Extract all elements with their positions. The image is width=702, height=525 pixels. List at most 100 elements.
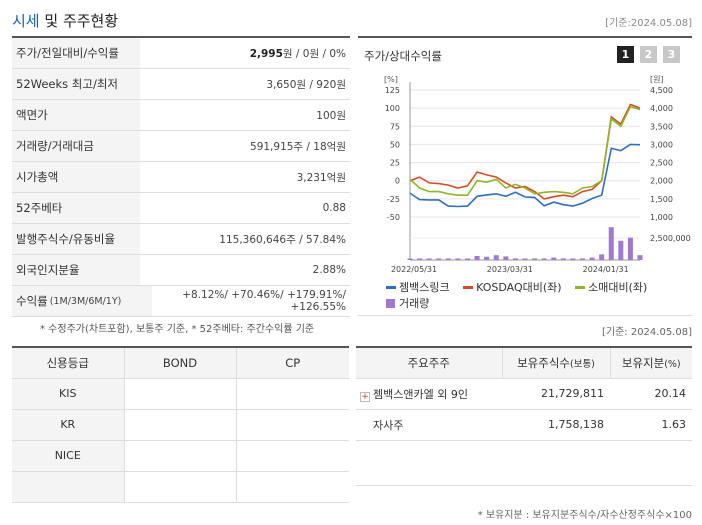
legend-item-volume[interactable]: 거래량	[386, 296, 429, 312]
volume-bar	[599, 254, 605, 260]
reference-date: [기준:2024.05.08]	[605, 18, 692, 29]
credit-cp	[235, 378, 349, 410]
quote-row: 외국인지분율 2.88%	[12, 255, 350, 286]
section-header: 시세 및 주주현황 [기준:2024.05.08]	[12, 8, 692, 32]
quote-label: 시가총액	[12, 162, 140, 192]
left-tick-label: 25	[390, 159, 400, 168]
volume-bar	[417, 258, 423, 260]
volume-bar	[560, 258, 566, 260]
holder-name-text: 자사주	[373, 418, 404, 432]
chart-title: 주가/상대수익률	[364, 49, 442, 63]
quote-label: 외국인지분율	[12, 255, 140, 285]
right-tick-label: 2,500	[650, 159, 673, 168]
credit-rating-table: 신용등급 BOND CP KIS KR NICE	[12, 346, 349, 503]
legend-swatch	[386, 286, 396, 289]
col-header-rating: 신용등급	[12, 347, 124, 379]
quote-value-rest: 2.88%	[312, 264, 346, 276]
left-tick-label: 100	[385, 104, 400, 113]
volume-bar	[570, 258, 576, 260]
chart-pager: 1 2 3	[617, 46, 680, 63]
quote-value-rest: 0.88	[322, 202, 346, 214]
quote-label: 발행주식수/유동비율	[12, 224, 140, 254]
credit-bond	[123, 409, 236, 441]
holder-name: + 젬백스앤카엘 외 9인	[356, 378, 502, 410]
legend-item-stock[interactable]: 젬백스링크	[386, 280, 450, 296]
left-tick-label: 75	[390, 122, 400, 131]
volume-bar	[608, 227, 614, 260]
legend-swatch	[575, 286, 586, 289]
credit-agency: KIS	[12, 378, 124, 410]
legend-item-retail[interactable]: 소매대비(좌)	[575, 280, 647, 296]
col-header-shares: 보유주식수(보통)	[501, 347, 610, 379]
volume-bar	[532, 258, 538, 260]
right-tick-label: 4,500	[650, 86, 673, 95]
quote-value-bold: 2,995	[249, 47, 283, 60]
quote-row: 거래량/거래대금 591,915주 / 18억원	[12, 131, 350, 162]
right-tick-label: 2,000	[650, 177, 673, 186]
holder-name-text: 젬백스앤카엘 외 9인	[373, 387, 468, 401]
chart-page-2-button[interactable]: 2	[640, 46, 657, 63]
legend-item-kosdaq[interactable]: KOSDAQ대비(좌)	[463, 280, 562, 296]
right-tick-label: 3,500	[650, 122, 673, 131]
credit-bond	[123, 471, 236, 503]
shareholders-table: 주요주주 보유주식수(보통) 보유지분(%) + 젬백스앤카엘 외 9인 21,72…	[356, 346, 692, 486]
volume-bar	[618, 240, 624, 260]
quote-label: 액면가	[12, 100, 140, 130]
quote-label: 거래량/거래대금	[12, 131, 140, 161]
x-tick-label: 2023/03/31	[487, 265, 533, 274]
holder-shares: 21,729,811	[502, 378, 610, 410]
right-axis-unit: [원]	[650, 75, 664, 84]
volume-bar	[455, 258, 461, 260]
credit-agency: NICE	[12, 440, 124, 472]
volume-bar	[503, 256, 509, 260]
right-tick-label: 1,500	[650, 195, 673, 204]
quote-value-rest: 3,231억원	[296, 171, 346, 184]
credit-row: KR	[12, 409, 349, 441]
col-header-bond: BOND	[123, 347, 236, 379]
volume-bar	[445, 258, 451, 260]
quote-value: 3,650원 / 920원	[140, 77, 350, 92]
legend-label: KOSDAQ대비(좌)	[476, 280, 562, 294]
quote-row: 52주베타 0.88	[12, 193, 350, 224]
x-tick-label: 2022/05/31	[391, 265, 437, 274]
volume-bar	[551, 257, 557, 260]
price-chart: [%] [원] 125 100 75 50 25 0 -25 -50 4,500 4,000 3,500…	[384, 75, 691, 274]
expand-icon[interactable]: +	[360, 391, 370, 402]
quote-row: 액면가 100원	[12, 100, 350, 131]
col-header-ratio: 보유지분(%)	[609, 347, 692, 379]
holder-name: 자사주	[356, 409, 502, 441]
holder-row: + 젬백스앤카엘 외 9인 21,729,811 20.14	[356, 378, 692, 410]
credit-row	[12, 471, 349, 503]
chart-page-1-button[interactable]: 1	[617, 46, 634, 63]
chart-page-3-button[interactable]: 3	[663, 46, 680, 63]
holder-row-empty	[356, 440, 692, 486]
volume-bar	[465, 258, 470, 260]
left-tick-label: 125	[385, 86, 400, 95]
legend-swatch	[463, 286, 474, 289]
left-tick-label: -50	[387, 213, 400, 222]
volume-bar	[493, 255, 499, 260]
volume-bar	[407, 258, 413, 260]
volume-bar	[637, 255, 643, 260]
quote-label: 52주베타	[12, 193, 140, 223]
volume-tick-label: 2,500,000	[650, 234, 691, 243]
credit-row: NICE	[12, 440, 349, 472]
quote-row: 시가총액 3,231억원	[12, 162, 350, 193]
volume-bar	[436, 258, 442, 260]
quote-value-rest: 100원	[316, 109, 346, 122]
holder-shares: 1,758,138	[502, 409, 610, 441]
legend-label: 소매대비(좌)	[588, 280, 648, 294]
holders-note: * 보유지분 : 보유지분주식수/자수산정주식수×100	[477, 510, 692, 521]
credit-cp	[235, 440, 349, 472]
header-sub: (보통)	[570, 358, 595, 370]
return-period: (1M/3M/6M/1Y)	[49, 295, 122, 307]
volume-bar	[589, 257, 595, 260]
volume-bar	[426, 258, 432, 260]
section-title: 시세 및 주주현황	[12, 10, 118, 31]
volume-bar	[474, 256, 480, 260]
return-label-text: 수익률	[16, 294, 48, 308]
holder-ratio: 1.63	[610, 409, 692, 441]
volume-bar	[512, 258, 518, 260]
chart-panel: 주가/상대수익률 1 2 3 [%] [원] 125 100 75 50 25 0 -25 -50…	[358, 36, 692, 316]
left-tick-label: 0	[395, 177, 400, 186]
